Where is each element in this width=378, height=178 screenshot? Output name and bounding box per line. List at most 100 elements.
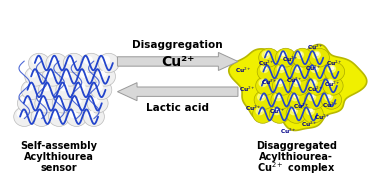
Circle shape xyxy=(84,56,92,64)
Circle shape xyxy=(299,53,302,56)
Circle shape xyxy=(70,94,91,113)
Circle shape xyxy=(21,97,29,104)
Circle shape xyxy=(257,62,277,81)
Polygon shape xyxy=(118,83,238,101)
Circle shape xyxy=(294,95,297,98)
Circle shape xyxy=(66,107,87,126)
Circle shape xyxy=(289,76,310,95)
Circle shape xyxy=(20,112,23,114)
Circle shape xyxy=(294,65,302,72)
Circle shape xyxy=(55,112,58,114)
Text: Cu$^{2+}$: Cu$^{2+}$ xyxy=(324,79,341,89)
Circle shape xyxy=(273,76,293,95)
Circle shape xyxy=(70,58,73,61)
Text: Cu$^{2+}$: Cu$^{2+}$ xyxy=(269,107,286,116)
Circle shape xyxy=(260,95,263,98)
Circle shape xyxy=(312,81,316,84)
Circle shape xyxy=(28,53,50,73)
Circle shape xyxy=(274,93,282,101)
Circle shape xyxy=(276,109,279,112)
Circle shape xyxy=(262,51,270,58)
Circle shape xyxy=(279,51,287,58)
Circle shape xyxy=(316,53,319,56)
Circle shape xyxy=(94,67,116,86)
Circle shape xyxy=(49,71,52,74)
Circle shape xyxy=(73,97,81,104)
Circle shape xyxy=(62,85,66,88)
Text: Cu$^{2+}$ complex: Cu$^{2+}$ complex xyxy=(257,160,336,176)
Circle shape xyxy=(303,104,323,123)
Circle shape xyxy=(102,56,110,64)
Circle shape xyxy=(307,108,314,115)
Circle shape xyxy=(46,53,67,73)
Text: Cu$^{2+}$: Cu$^{2+}$ xyxy=(314,112,331,122)
Circle shape xyxy=(25,83,33,91)
Circle shape xyxy=(257,93,265,101)
Text: Lactic acid: Lactic acid xyxy=(146,103,209,113)
Circle shape xyxy=(76,98,79,101)
Circle shape xyxy=(310,79,317,87)
Text: Disaggregated: Disaggregated xyxy=(256,141,337,151)
Circle shape xyxy=(35,58,38,61)
Circle shape xyxy=(60,67,81,86)
Circle shape xyxy=(80,85,83,88)
Circle shape xyxy=(265,53,268,56)
Text: Acylthiourea-: Acylthiourea- xyxy=(259,152,333,162)
Circle shape xyxy=(90,112,93,114)
Circle shape xyxy=(270,104,290,123)
Circle shape xyxy=(35,110,43,117)
Circle shape xyxy=(259,79,267,87)
Circle shape xyxy=(321,90,342,109)
Circle shape xyxy=(14,107,35,126)
Text: Cu$^{2+}$: Cu$^{2+}$ xyxy=(262,78,279,87)
Circle shape xyxy=(253,104,273,123)
Text: Cu$^{2+}$: Cu$^{2+}$ xyxy=(305,64,322,73)
Circle shape xyxy=(94,98,97,101)
Circle shape xyxy=(277,95,280,98)
Circle shape xyxy=(256,76,276,95)
Circle shape xyxy=(276,79,284,87)
Circle shape xyxy=(292,48,313,67)
Text: Cu$^{2+}$: Cu$^{2+}$ xyxy=(307,85,324,94)
Circle shape xyxy=(59,98,62,101)
Circle shape xyxy=(91,97,99,104)
Circle shape xyxy=(263,67,266,70)
Circle shape xyxy=(280,67,284,70)
Circle shape xyxy=(293,79,301,87)
Text: Cu$^{2+}$: Cu$^{2+}$ xyxy=(282,55,299,64)
Text: Cu$^{2+}$: Cu$^{2+}$ xyxy=(307,43,324,52)
Circle shape xyxy=(276,48,296,67)
Circle shape xyxy=(311,65,319,72)
Circle shape xyxy=(52,110,60,117)
Circle shape xyxy=(254,90,274,109)
Text: Cu$^{2+}$: Cu$^{2+}$ xyxy=(245,104,262,113)
Text: Cu²⁺: Cu²⁺ xyxy=(161,55,194,69)
Circle shape xyxy=(308,62,328,81)
Circle shape xyxy=(66,71,70,74)
Circle shape xyxy=(42,83,50,91)
Circle shape xyxy=(45,85,48,88)
Circle shape xyxy=(329,81,332,84)
Text: Self-assembly: Self-assembly xyxy=(20,141,98,151)
Circle shape xyxy=(17,110,25,117)
Circle shape xyxy=(306,76,326,95)
Circle shape xyxy=(98,53,119,73)
Circle shape xyxy=(46,70,54,77)
Circle shape xyxy=(282,53,285,56)
Circle shape xyxy=(56,80,77,100)
Circle shape xyxy=(324,62,345,81)
Text: Cu$^{2+}$: Cu$^{2+}$ xyxy=(286,76,303,85)
Circle shape xyxy=(42,98,45,101)
Circle shape xyxy=(313,51,320,58)
Circle shape xyxy=(73,112,76,114)
Text: Cu$^{2+}$: Cu$^{2+}$ xyxy=(322,100,339,109)
Circle shape xyxy=(77,83,85,91)
Circle shape xyxy=(31,71,35,74)
Circle shape xyxy=(81,70,88,77)
Text: Cu$^{2+}$: Cu$^{2+}$ xyxy=(235,66,252,75)
Circle shape xyxy=(63,70,71,77)
Circle shape xyxy=(288,90,308,109)
Circle shape xyxy=(271,90,291,109)
Circle shape xyxy=(39,80,60,100)
Circle shape xyxy=(328,95,331,98)
